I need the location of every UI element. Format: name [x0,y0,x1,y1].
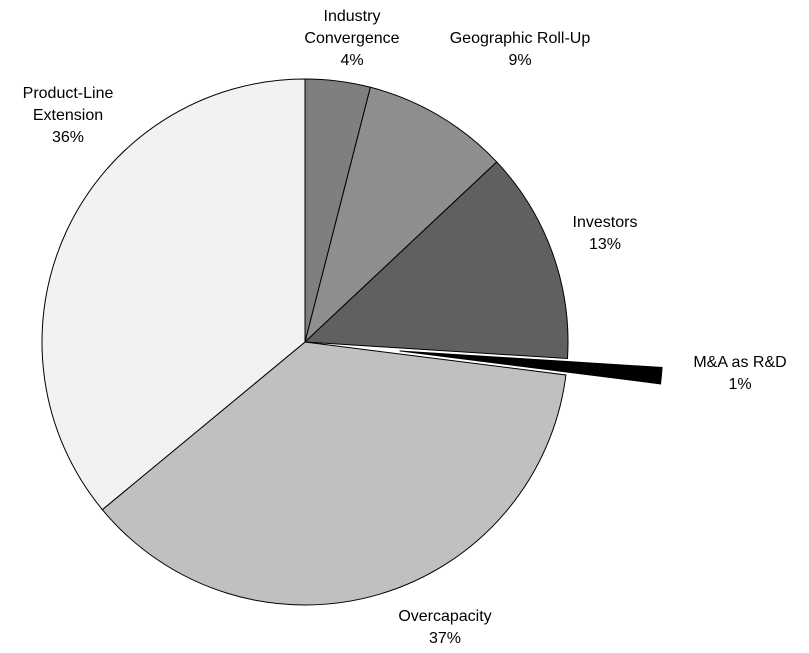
slice-label: Industry Convergence 4% [295,6,410,72]
category-label: M&A as R&D [693,354,787,371]
slice-label: M&A as R&D 1% [665,352,809,396]
pie-slice [303,161,569,360]
slice-label: Overcapacity 37% [370,606,520,650]
value-label: 9% [508,52,532,69]
pie-slice [399,350,663,385]
category-label: Geographic Roll-Up [449,30,591,47]
value-label: 1% [728,376,752,393]
value-label: 37% [428,630,462,647]
slice-label: Product-Line Extension 36% [3,83,133,149]
category-label: Product-Line Extension [22,85,114,124]
slice-label: Geographic Roll-Up 9% [445,28,595,72]
slice-label: Investors 13% [545,212,665,256]
category-label: Industry Convergence [304,8,400,47]
pie-slice [41,78,306,511]
category-label: Overcapacity [398,608,492,625]
category-label: Investors [572,214,638,231]
pie-slice [304,86,498,344]
pie-slice [101,341,567,606]
value-label: 36% [51,129,85,146]
value-label: 4% [340,52,364,69]
value-label: 13% [588,236,622,253]
